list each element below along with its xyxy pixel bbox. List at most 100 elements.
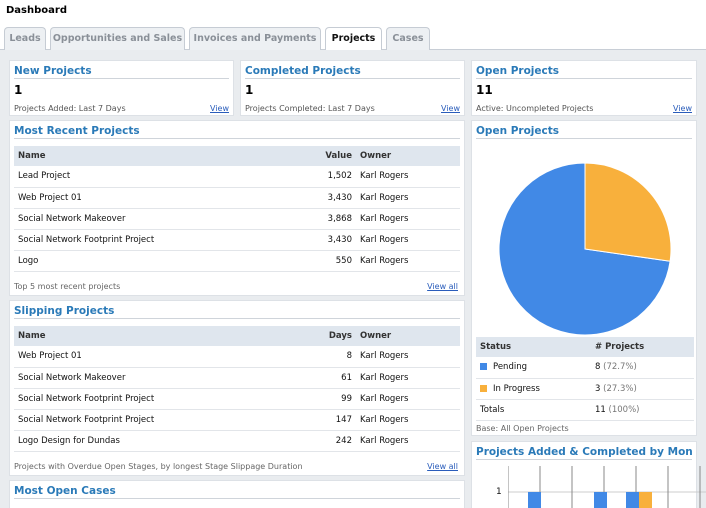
bar-added: [528, 492, 541, 508]
new-projects-subtitle: Projects Added: Last 7 Days: [14, 104, 126, 113]
table-row[interactable]: Logo 550 Karl Rogers: [14, 250, 460, 272]
project-value: 3,868: [304, 208, 356, 230]
table-row[interactable]: Pending 8 (72.7%): [476, 357, 694, 379]
tab-opportunities-and-sales[interactable]: Opportunities and Sales: [50, 27, 185, 50]
page-title: Dashboard: [6, 5, 67, 16]
project-owner: Karl Rogers: [356, 250, 460, 272]
slipping-projects-title: Slipping Projects: [14, 305, 460, 319]
project-owner: Karl Rogers: [356, 208, 460, 230]
table-row[interactable]: Social Network Footprint Project 147 Kar…: [14, 409, 460, 431]
status-count: 8: [595, 362, 601, 373]
new-projects-view-link[interactable]: View: [210, 104, 229, 113]
column-header-value: Value: [304, 146, 356, 166]
column-header-projects: # Projects: [591, 337, 694, 357]
project-owner: Karl Rogers: [356, 187, 460, 209]
totals-label: Totals: [476, 399, 591, 421]
project-name: Web Project 01: [14, 187, 304, 209]
project-name: Social Network Footprint Project: [14, 229, 304, 251]
table-row[interactable]: Logo Design for Dundas 242 Karl Rogers: [14, 430, 460, 452]
open-projects-title: Open Projects: [476, 65, 692, 79]
open-projects-subtitle: Active: Uncompleted Projects: [476, 104, 594, 113]
open-projects-base-note: Base: All Open Projects: [476, 424, 569, 433]
slipping-projects-table: Name Days Owner Web Project 01 8 Karl Ro…: [14, 326, 460, 452]
status-percent: (72.7%): [603, 362, 637, 373]
table-row[interactable]: In Progress 3 (27.3%): [476, 378, 694, 400]
project-owner: Karl Rogers: [356, 346, 460, 368]
tab-leads[interactable]: Leads: [4, 27, 46, 50]
status-percent: (27.3%): [603, 383, 637, 394]
pending-legend-swatch: [480, 363, 487, 371]
open-projects-chart-panel: Open Projects Status # Projects Pending …: [471, 120, 697, 436]
project-value: 3,430: [304, 229, 356, 251]
column-header-name: Name: [14, 326, 304, 346]
status-count: 3: [595, 383, 601, 394]
bar-completed: [639, 492, 652, 508]
open-projects-value: 11: [476, 83, 493, 97]
completed-projects-card: Completed Projects 1 Projects Completed:…: [240, 60, 465, 116]
new-projects-title: New Projects: [14, 65, 229, 79]
completed-projects-value: 1: [245, 83, 254, 97]
table-row[interactable]: Social Network Makeover 61 Karl Rogers: [14, 367, 460, 389]
project-owner: Karl Rogers: [356, 166, 460, 188]
project-value: 550: [304, 250, 356, 272]
slippage-days: 242: [304, 430, 356, 452]
tab-bar: Leads Opportunities and Sales Invoices a…: [0, 24, 706, 51]
recent-projects-footer: Top 5 most recent projects: [14, 282, 121, 291]
table-header-row: Status # Projects: [476, 337, 694, 357]
in-progress-legend-swatch: [480, 384, 487, 392]
project-value: 1,502: [304, 166, 356, 188]
table-row[interactable]: Social Network Footprint Project 3,430 K…: [14, 229, 460, 251]
project-name: Lead Project: [14, 166, 304, 188]
column-header-owner: Owner: [356, 326, 460, 346]
tab-projects[interactable]: Projects: [325, 27, 382, 51]
project-owner: Karl Rogers: [356, 430, 460, 452]
column-header-name: Name: [14, 146, 304, 166]
table-header-row: Name Value Owner: [14, 146, 460, 166]
open-projects-chart-title: Open Projects: [476, 125, 692, 139]
recent-projects-title: Most Recent Projects: [14, 125, 460, 139]
project-name: Social Network Footprint Project: [14, 388, 304, 410]
slipping-projects-panel: Slipping Projects Name Days Owner Web Pr…: [9, 300, 465, 476]
project-name: Social Network Makeover: [14, 367, 304, 389]
project-owner: Karl Rogers: [356, 229, 460, 251]
slipping-projects-footer: Projects with Overdue Open Stages, by lo…: [14, 462, 303, 471]
table-row[interactable]: Web Project 01 8 Karl Rogers: [14, 346, 460, 368]
column-header-status: Status: [476, 337, 591, 357]
slippage-days: 147: [304, 409, 356, 431]
completed-projects-view-link[interactable]: View: [441, 104, 460, 113]
open-projects-view-link[interactable]: View: [673, 104, 692, 113]
project-name: Logo Design for Dundas: [14, 430, 304, 452]
project-name: Social Network Footprint Project: [14, 409, 304, 431]
tab-invoices-and-payments[interactable]: Invoices and Payments: [189, 27, 321, 50]
slipping-projects-view-all-link[interactable]: View all: [427, 462, 458, 471]
totals-percent: (100%): [608, 404, 640, 415]
tab-cases[interactable]: Cases: [386, 27, 430, 50]
monthly-projects-chart-panel: Projects Added & Completed by Month 1: [471, 441, 706, 508]
table-row[interactable]: Lead Project 1,502 Karl Rogers: [14, 166, 460, 188]
table-row[interactable]: Social Network Makeover 3,868 Karl Roger…: [14, 208, 460, 230]
project-name: Social Network Makeover: [14, 208, 304, 230]
open-projects-pie-chart: [498, 162, 672, 336]
table-row[interactable]: Social Network Footprint Project 99 Karl…: [14, 388, 460, 410]
column-header-days: Days: [304, 326, 356, 346]
new-projects-card: New Projects 1 Projects Added: Last 7 Da…: [9, 60, 234, 116]
completed-projects-title: Completed Projects: [245, 65, 460, 79]
project-owner: Karl Rogers: [356, 409, 460, 431]
table-row[interactable]: Web Project 01 3,430 Karl Rogers: [14, 187, 460, 209]
recent-projects-table: Name Value Owner Lead Project 1,502 Karl…: [14, 146, 460, 272]
monthly-chart-plot: [508, 466, 706, 508]
new-projects-value: 1: [14, 83, 23, 97]
status-label: Pending: [493, 362, 527, 373]
project-owner: Karl Rogers: [356, 388, 460, 410]
project-owner: Karl Rogers: [356, 367, 460, 389]
open-cases-panel: Most Open Cases: [9, 480, 465, 508]
project-name: Logo: [14, 250, 304, 272]
recent-projects-panel: Most Recent Projects Name Value Owner Le…: [9, 120, 465, 296]
dashboard-content: New Projects 1 Projects Added: Last 7 Da…: [0, 50, 706, 508]
project-name: Web Project 01: [14, 346, 304, 368]
project-value: 3,430: [304, 187, 356, 209]
bar-added: [594, 492, 607, 508]
status-label: In Progress: [493, 383, 540, 394]
recent-projects-view-all-link[interactable]: View all: [427, 282, 458, 291]
open-projects-status-table: Status # Projects Pending 8 (72.7%) In P…: [476, 337, 694, 421]
